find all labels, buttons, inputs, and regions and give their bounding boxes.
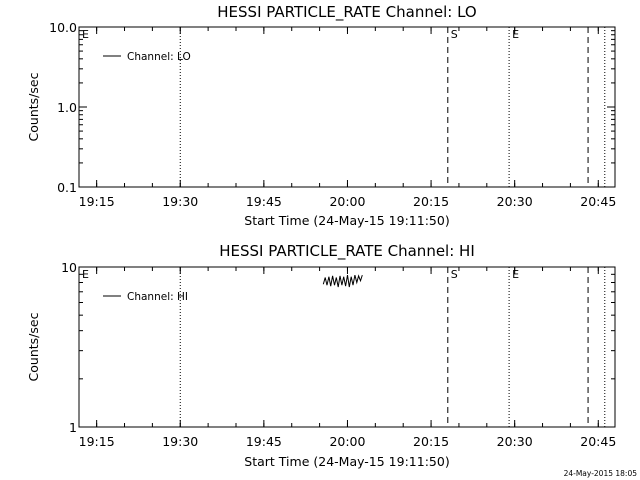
chart-title: HESSI PARTICLE_RATE Channel: LO	[217, 3, 476, 22]
legend-entry: Channel: HI	[127, 291, 188, 303]
y-tick-label: 10.0	[49, 20, 77, 35]
y-axis-label: Counts/sec	[26, 312, 41, 381]
x-tick-label: 19:45	[246, 434, 282, 449]
y-tick-label: 0.1	[57, 180, 77, 195]
x-tick-label: 20:45	[580, 194, 616, 209]
data-series-line	[322, 274, 363, 288]
y-tick-label: 1.0	[57, 100, 77, 115]
x-axis-label: Start Time (24-May-15 19:11:50)	[244, 454, 449, 469]
x-tick-label: 19:30	[162, 194, 198, 209]
y-axis-label: Counts/sec	[26, 72, 41, 141]
chart-title: HESSI PARTICLE_RATE Channel: HI	[219, 242, 475, 261]
x-tick-label: 20:30	[497, 434, 533, 449]
x-tick-label: 20:45	[580, 434, 616, 449]
footer-timestamp: 24-May-2015 18:05	[564, 469, 638, 478]
x-tick-label: 19:45	[246, 194, 282, 209]
event-marker-label: S	[451, 28, 458, 41]
x-tick-label: 20:30	[497, 194, 533, 209]
y-tick-label: 10	[61, 260, 77, 275]
event-marker-label: E	[512, 268, 519, 281]
x-tick-label: 20:00	[329, 194, 365, 209]
y-tick-label: 1	[69, 420, 77, 435]
x-tick-label: 19:15	[79, 434, 115, 449]
x-tick-label: 19:30	[162, 434, 198, 449]
x-tick-label: 20:15	[413, 194, 449, 209]
event-marker-label: E	[512, 28, 519, 41]
legend-entry: Channel: LO	[127, 51, 191, 63]
x-tick-label: 20:15	[413, 434, 449, 449]
x-axis-label: Start Time (24-May-15 19:11:50)	[244, 213, 449, 228]
event-marker-label: S	[451, 268, 458, 281]
event-marker-label: E	[82, 268, 89, 281]
x-tick-label: 19:15	[79, 194, 115, 209]
event-marker-label: E	[82, 28, 89, 41]
x-tick-label: 20:00	[329, 434, 365, 449]
